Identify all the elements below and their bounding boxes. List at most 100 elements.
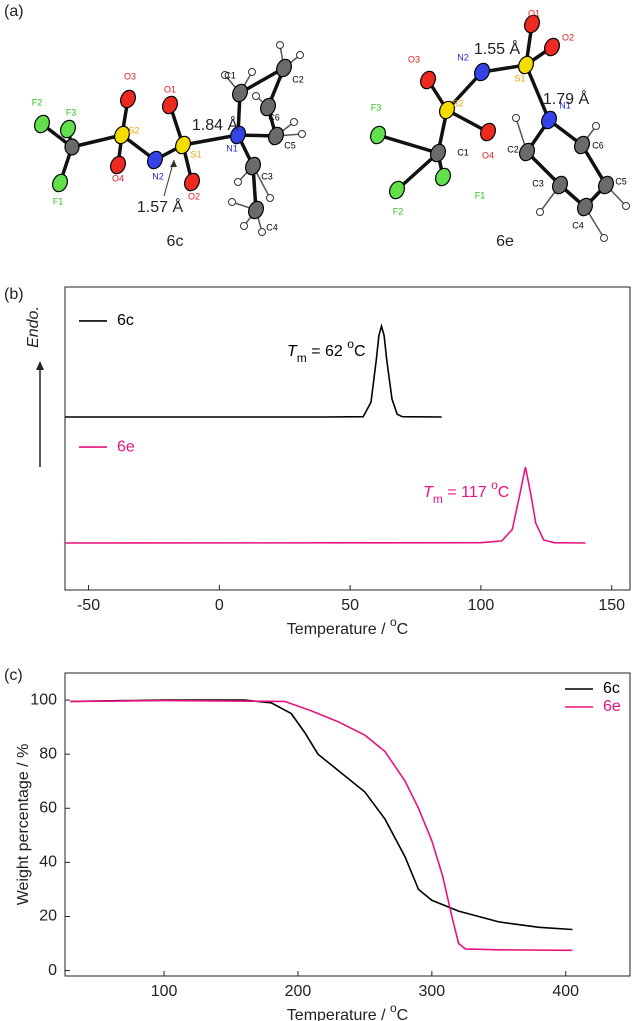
x-axis-label: Temperature / oC	[287, 615, 408, 638]
atom-label: N2	[457, 52, 469, 62]
x-axis-label: Temperature / oC	[287, 1001, 408, 1021]
text-part: m	[297, 351, 307, 365]
atom-label: C6	[592, 140, 604, 150]
atom-label: F2	[393, 206, 404, 216]
hydrogen	[267, 195, 274, 202]
atom-label: O1	[528, 8, 540, 18]
y-axis-label: Endo.	[25, 306, 42, 348]
atom-label: O3	[124, 71, 136, 81]
text-part: C	[397, 1007, 409, 1021]
atom-label: O1	[164, 84, 176, 94]
text-part: = 117	[443, 484, 491, 501]
annotation: Tm = 117 oC	[423, 478, 509, 506]
structure-label: 6c	[167, 233, 184, 250]
hydrogen	[601, 235, 608, 242]
x-tick-label: 200	[285, 983, 312, 1000]
atom-label: O2	[188, 191, 200, 201]
text-part: m	[433, 492, 443, 506]
y-tick-label: 60	[39, 799, 57, 816]
atom	[274, 57, 294, 79]
hydrogen	[229, 199, 236, 206]
bond-length: 1.55 Å	[474, 39, 521, 58]
atom-label: F3	[66, 107, 77, 117]
arrow-head	[170, 160, 177, 167]
bond-length: 1.84 Å	[192, 115, 239, 134]
x-tick-label: 100	[468, 597, 495, 614]
x-tick-label: -50	[77, 597, 100, 614]
atom-label: F1	[475, 190, 486, 200]
atom-label: S1	[514, 73, 525, 83]
atom-label: N1	[226, 143, 238, 153]
x-tick-label: 400	[552, 983, 579, 1000]
text-part: C	[354, 343, 366, 360]
atom-label: C3	[261, 171, 273, 181]
plot-frame	[65, 673, 630, 976]
panel-label: (c)	[4, 667, 23, 684]
atom-label: C4	[266, 222, 278, 232]
atom	[145, 149, 165, 171]
hydrogen	[241, 223, 248, 230]
x-tick-label: 100	[151, 983, 178, 1000]
atom	[433, 166, 453, 188]
hydrogen	[297, 52, 304, 59]
y-axis-label: Weight percentage / %	[15, 744, 32, 906]
legend-label: 6e	[603, 698, 621, 715]
annotation: Tm = 62 oC	[287, 337, 366, 365]
plot-frame	[65, 287, 630, 590]
atom-label: C5	[284, 140, 296, 150]
atom-label: C1	[457, 147, 469, 157]
atom	[478, 121, 498, 143]
bond-length: 1.79 Å	[543, 89, 590, 108]
atom	[160, 94, 180, 116]
structure-label: 6e	[496, 233, 514, 250]
x-tick-label: 50	[341, 597, 359, 614]
atom-label: F1	[53, 196, 64, 206]
text-part: Temperature /	[287, 1007, 390, 1021]
atom-label: O3	[408, 54, 420, 64]
bond	[378, 135, 438, 153]
panel-label: (a)	[4, 3, 24, 20]
atom	[65, 139, 79, 155]
text-part: = 62	[307, 343, 347, 360]
atom-label: C1	[224, 70, 236, 80]
x-tick-label: 0	[215, 597, 224, 614]
hydrogen	[249, 69, 256, 76]
atom-label: C5	[615, 176, 627, 186]
x-tick-label: 300	[418, 983, 445, 1000]
atom-label: C6	[268, 112, 280, 122]
atom-label: S2	[128, 125, 139, 135]
hydrogen	[593, 123, 600, 130]
atom	[368, 124, 388, 146]
hydrogen	[277, 42, 284, 49]
y-tick-label: 20	[39, 908, 57, 925]
atom-label: C2	[292, 74, 304, 84]
legend-label: 6c	[603, 680, 620, 697]
atom-label: F3	[371, 102, 382, 112]
arrow-head	[36, 361, 44, 370]
atom	[542, 36, 562, 58]
text-part: C	[498, 484, 510, 501]
atom	[266, 125, 286, 147]
hydrogen	[253, 93, 260, 100]
legend-label: 6e	[117, 438, 135, 455]
atom-label: O4	[482, 150, 494, 160]
atom-label: C4	[572, 220, 584, 230]
hydrogen	[513, 115, 520, 122]
atom	[418, 69, 438, 91]
y-tick-label: 100	[30, 691, 57, 708]
atom-label: S1	[190, 149, 201, 159]
text-part: Temperature /	[287, 621, 390, 638]
hydrogen	[291, 119, 298, 126]
atom-label: O4	[112, 173, 124, 183]
data-line	[70, 700, 572, 929]
figure: (a) (b) (c) F2F3F1S2O3O4N2S1O1O2N1C1C2C6…	[0, 0, 632, 1021]
x-tick-label: 150	[598, 597, 625, 614]
data-line	[65, 467, 586, 543]
y-tick-label: 80	[39, 745, 57, 762]
y-tick-label: 40	[39, 854, 57, 871]
atom-label: F2	[32, 97, 43, 107]
hydrogen	[235, 179, 242, 186]
atom-label: C2	[507, 144, 519, 154]
atom	[182, 171, 202, 193]
text-part: C	[397, 621, 409, 638]
